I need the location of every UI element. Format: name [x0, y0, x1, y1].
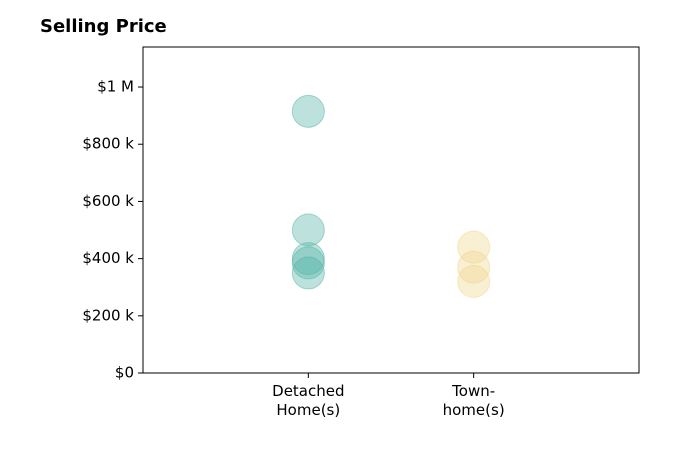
y-tick-label: $600 k	[82, 192, 134, 210]
x-tick-label: Detached Home(s)	[272, 382, 345, 419]
point	[291, 246, 325, 280]
point	[457, 230, 491, 264]
point	[291, 256, 325, 290]
x-tick-label: Town- home(s)	[442, 382, 505, 419]
point	[291, 94, 325, 128]
y-tick-label: $200 k	[82, 306, 134, 324]
y-tick-label: $400 k	[82, 249, 134, 267]
point	[457, 250, 491, 284]
point	[457, 264, 491, 298]
point	[291, 242, 325, 276]
y-tick-label: $0	[115, 364, 134, 382]
chart-title: Selling Price	[40, 16, 167, 37]
point	[291, 213, 325, 247]
plot-frame	[142, 46, 640, 374]
y-tick-label: $800 k	[82, 135, 134, 153]
y-tick-label: $1 M	[97, 78, 134, 96]
